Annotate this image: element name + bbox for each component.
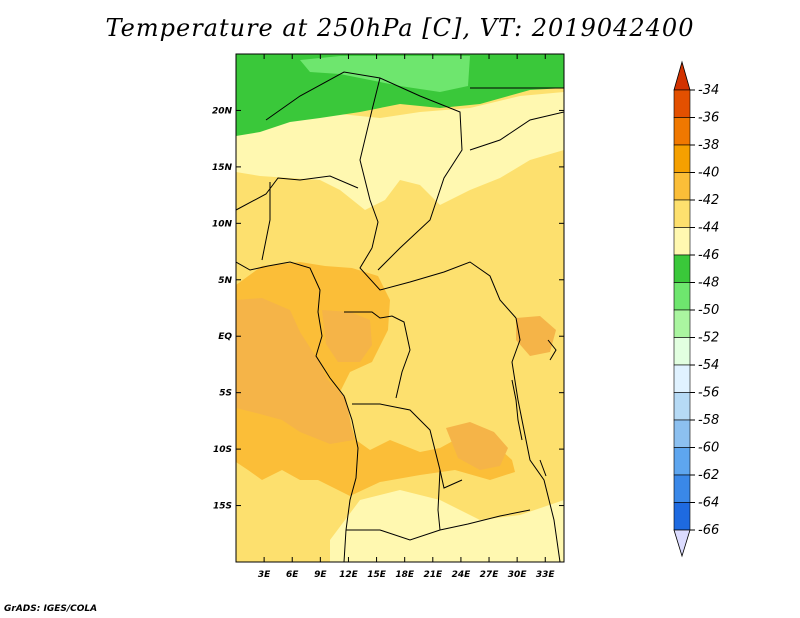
border-west (236, 175, 359, 211)
border-south-2 (437, 469, 441, 531)
colorbar-swatch (673, 364, 691, 393)
field-region-48 (300, 56, 470, 92)
lon-tick-label: 15E (367, 570, 387, 580)
colorbar-label: -60 (698, 441, 719, 456)
colorbar-label: -40 (698, 166, 719, 181)
lat-tick-label: 10S (213, 445, 232, 455)
lat-tick-label: 15N (212, 163, 233, 173)
colorbar-label: -46 (698, 248, 719, 263)
colorbar-label: -36 (698, 111, 719, 126)
colorbar-swatch (673, 144, 691, 173)
colorbar-label: -54 (698, 358, 719, 373)
colorbar-swatch (673, 337, 691, 366)
field-region-40 (236, 262, 515, 496)
field-region-44 (236, 92, 564, 210)
lon-tick-label: 33E (536, 570, 556, 580)
border-east-3 (511, 317, 561, 562)
border-congo (352, 403, 463, 489)
colorbar-swatch (673, 502, 691, 531)
colorbar-label: -42 (698, 193, 719, 208)
border-east (469, 111, 564, 151)
colorbar-label: -50 (698, 303, 719, 318)
colorbar-swatch (673, 172, 691, 201)
border-central (359, 247, 517, 319)
lon-tick-label: 27E (480, 570, 500, 580)
border-north (265, 71, 463, 271)
lat-tick-label: 10N (212, 219, 233, 229)
colorbar-label: -58 (698, 413, 719, 428)
lon-tick-label: 21E (423, 570, 443, 580)
border-north-2 (359, 77, 381, 249)
colorbar-swatch (673, 89, 691, 118)
field-region-38-central (322, 310, 372, 362)
colorbar-swatch (673, 282, 691, 311)
lat-axis: 20N 15N 10N 5N EQ 5S 10S 15S (212, 106, 564, 512)
lon-axis: 3E 6E 9E 12E 15E 18E 21E 24E 27E 30E 33E (258, 54, 556, 580)
lat-tick-label: 15S (213, 502, 232, 512)
colorbar-label: -38 (698, 138, 719, 153)
field-region-44-south (330, 490, 564, 562)
colorbar-label: -52 (698, 331, 719, 346)
lon-tick-label: 6E (286, 570, 299, 580)
field-region-46 (236, 54, 564, 136)
lon-tick-label: 12E (339, 570, 359, 580)
colorbar-swatch (673, 392, 691, 421)
colorbar-label: -44 (698, 221, 719, 236)
temperature-field (236, 54, 564, 562)
colorbar-label: -48 (698, 276, 719, 291)
colorbar-label: -62 (698, 468, 719, 483)
colorbar-swatch (673, 227, 691, 256)
lat-tick-label: 5S (219, 389, 232, 399)
lon-tick-label: 9E (314, 570, 327, 580)
coastline (236, 261, 359, 562)
lon-tick-label: 24E (452, 570, 472, 580)
country-borders (236, 71, 564, 562)
colorbar-bottom-arrow (673, 529, 691, 558)
colorbar-swatch (673, 254, 691, 283)
field-region-38 (236, 298, 354, 444)
map-title: Temperature at 250hPa [C], VT: 201904240… (105, 14, 695, 42)
colorbar-swatch (673, 419, 691, 448)
lat-tick-label: 20N (212, 106, 233, 116)
colorbar-swatch (673, 309, 691, 338)
colorbar-label: -34 (698, 83, 719, 98)
colorbar: -34 -36 -38 -40 -42 -44 -46 -48 -50 -52 -54 -56 -58 -… (673, 60, 719, 558)
colorbar-label: -56 (698, 386, 719, 401)
colorbar-swatch (673, 199, 691, 228)
colorbar-swatch (673, 447, 691, 476)
lon-tick-label: 3E (258, 570, 271, 580)
lat-tick-label: 5N (218, 276, 232, 286)
lake-shore (511, 339, 557, 477)
colorbar-label: -64 (698, 496, 719, 511)
field-region-38-east (446, 422, 508, 470)
map-frame (235, 53, 565, 563)
border-chad (261, 182, 271, 261)
field-region-38-ne (516, 316, 556, 356)
lon-tick-label: 18E (395, 570, 415, 580)
lat-tick-label: EQ (218, 332, 232, 342)
grads-credit: GrADS: IGES/COLA (4, 604, 98, 614)
colorbar-swatch (673, 117, 691, 146)
colorbar-label: -66 (698, 523, 719, 538)
colorbar-swatch (673, 474, 691, 503)
lon-tick-label: 30E (508, 570, 528, 580)
colorbar-top-arrow (673, 60, 691, 91)
border-central-2 (344, 311, 411, 399)
